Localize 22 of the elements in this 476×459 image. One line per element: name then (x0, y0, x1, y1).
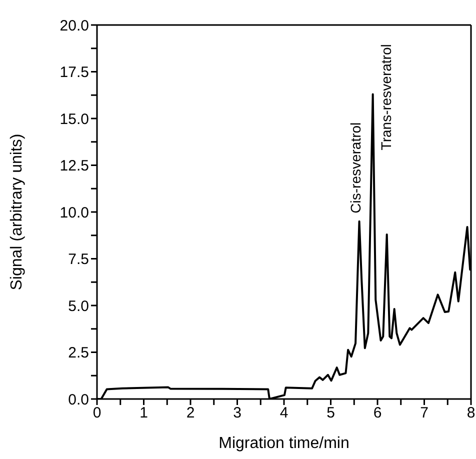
y-axis-title: Signal (arbitrary units) (8, 134, 26, 290)
x-tick-label: 0 (92, 404, 102, 422)
x-tick-label: 1 (140, 404, 148, 422)
y-tick-label: 7.5 (68, 251, 89, 268)
y-tick-label: 10.0 (60, 204, 89, 222)
y-tick-label: 15.0 (60, 110, 89, 128)
annotation: Cis-resveratrol (347, 122, 364, 214)
y-tick-label: 17.5 (60, 64, 89, 82)
y-tick-label: 2.5 (68, 344, 89, 362)
y-tick-label: 12.5 (60, 158, 89, 175)
y-tick-label: 5.0 (68, 298, 89, 315)
x-tick-label: 4 (280, 404, 288, 422)
y-tick-label: 20.0 (60, 17, 89, 34)
x-tick-label: 8 (466, 404, 476, 422)
x-axis-title: Migration time/min (218, 435, 350, 452)
x-tick-label: 3 (233, 404, 242, 422)
x-tick-label: 7 (420, 404, 428, 422)
x-tick-label: 6 (373, 404, 382, 422)
x-tick-label: 5 (326, 404, 335, 422)
x-tick-label: 2 (186, 404, 195, 422)
annotation: Trans-resveratrol (378, 44, 394, 150)
y-tick-label: 0.0 (68, 391, 89, 408)
